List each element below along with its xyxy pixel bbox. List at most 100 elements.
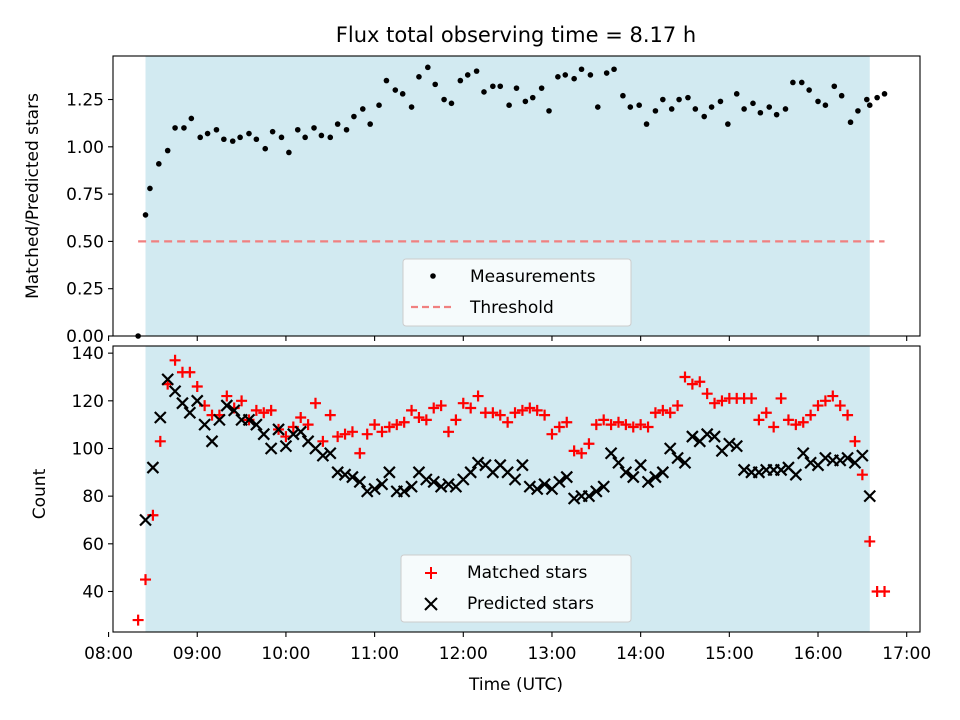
predicted-star-point — [582, 489, 596, 503]
matched-star-point — [849, 435, 861, 447]
predicted-star-point — [420, 473, 433, 486]
matched-star-point — [502, 416, 514, 428]
predicted-star-point — [804, 456, 817, 470]
measurement-point — [311, 125, 317, 131]
predicted-star-point — [287, 427, 300, 441]
measurement-point — [750, 100, 756, 107]
measurement-point — [327, 134, 334, 141]
measurement-point — [497, 83, 504, 90]
predicted-star-point — [397, 485, 411, 498]
predicted-star-point — [856, 449, 869, 462]
matched-star-point — [672, 400, 684, 412]
matched-star-point — [805, 409, 817, 421]
matched-star-point — [339, 428, 351, 440]
measurement-point — [253, 136, 260, 143]
measurement-point — [881, 91, 888, 97]
measurement-point — [643, 121, 650, 127]
matched-star-point — [790, 419, 802, 431]
measurement-point — [620, 92, 626, 99]
matched-star-point — [819, 395, 831, 407]
measurement-point — [522, 98, 529, 105]
matched-star-point — [295, 412, 307, 423]
matched-star-point — [539, 409, 551, 421]
measurement-point — [676, 96, 682, 103]
bottom-y-tick-label: 140 — [72, 344, 104, 364]
predicted-star-point — [774, 463, 788, 477]
predicted-star-point — [190, 394, 204, 408]
matched-star-point — [879, 585, 891, 597]
measurement-point — [538, 85, 545, 91]
x-tick-label: 11:00 — [350, 644, 399, 664]
measurement-point — [343, 126, 350, 133]
measurement-point — [757, 109, 764, 116]
predicted-star-point — [656, 466, 670, 479]
x-tick-label: 13:00 — [527, 644, 576, 664]
chart-title: Flux total observing time = 8.17 h — [336, 23, 696, 47]
measurement-point — [490, 83, 496, 90]
measurement-point — [334, 121, 341, 127]
measurement-point — [652, 108, 659, 114]
matched-star-point — [457, 397, 469, 409]
measurement-point — [432, 81, 439, 88]
top-y-tick-label: 1.25 — [66, 91, 104, 111]
matched-star-point — [834, 400, 846, 412]
bottom-axes-frame — [112, 345, 921, 633]
matched-star-point — [258, 407, 270, 419]
matched-star-point — [369, 419, 381, 431]
x-tick-label: 09:00 — [173, 644, 222, 664]
matched-star-point — [635, 419, 647, 431]
matched-star-point — [317, 435, 329, 447]
top-panel: 0.00 0.25 0.50 0.75 1.00 1.25 Matched/Predict… — [23, 55, 921, 347]
x-tick-label: 16:00 — [794, 644, 843, 664]
predicted-star-point — [272, 423, 285, 436]
measurement-point — [529, 94, 536, 101]
predicted-star-point — [220, 399, 234, 412]
predicted-star-point — [530, 482, 544, 496]
matched-star-point — [302, 419, 314, 431]
legend-label-threshold: Threshold — [469, 298, 554, 318]
measurement-point — [367, 121, 373, 127]
predicted-star-point — [242, 413, 256, 427]
matched-star-point — [605, 419, 617, 431]
matched-star-point — [309, 397, 321, 409]
measurement-point — [838, 92, 845, 99]
measurement-point — [766, 104, 773, 110]
predicted-star-point — [427, 475, 441, 489]
measurement-point — [286, 149, 292, 156]
top-y-ticks: 0.00 0.25 0.50 0.75 1.00 1.25 — [66, 91, 113, 347]
measurement-point — [213, 126, 220, 133]
measurement-point — [147, 185, 153, 192]
predicted-star-point — [523, 480, 537, 493]
measurement-point — [262, 145, 269, 152]
measurement-point — [448, 100, 455, 107]
predicted-star-point — [723, 437, 736, 450]
measurement-point — [701, 113, 708, 120]
measurement-point — [874, 94, 880, 101]
measurement-point — [603, 70, 610, 76]
measurement-point — [733, 91, 740, 97]
matched-star-point — [827, 390, 839, 402]
predicted-star-point — [360, 485, 374, 498]
predicted-star-point — [338, 468, 352, 481]
predicted-star-point — [671, 451, 684, 465]
matched-star-point — [716, 395, 728, 407]
measurement-point — [611, 66, 617, 73]
measurement-point — [383, 77, 390, 84]
bottom-y-tick-label: 120 — [72, 392, 104, 412]
predicted-star-point — [641, 475, 655, 489]
matched-star-point — [664, 407, 676, 419]
matched-star-point — [679, 371, 691, 383]
matched-star-point — [465, 402, 477, 414]
predicted-star-point — [863, 489, 877, 503]
bottom-y-axis-label: Count — [30, 468, 50, 519]
predicted-star-point — [257, 427, 271, 441]
matched-star-point — [324, 409, 336, 421]
matched-star-point — [413, 412, 425, 423]
measurement-point — [513, 85, 520, 91]
top-y-tick-label: 0.25 — [66, 280, 104, 300]
matched-star-point — [236, 395, 248, 407]
predicted-star-point — [663, 442, 677, 455]
predicted-star-point — [538, 477, 551, 491]
measurement-point — [782, 106, 789, 112]
matched-star-point — [154, 435, 166, 447]
